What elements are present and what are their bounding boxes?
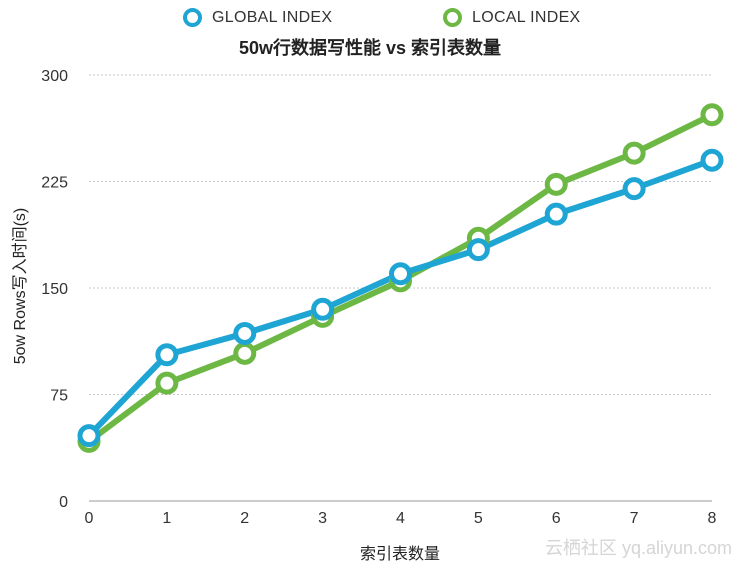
data-point-global [622,177,646,201]
x-tick-label: 6 [552,510,561,527]
data-point-global [311,297,335,321]
x-tick-label: 1 [162,510,171,527]
data-point-global [155,343,179,367]
legend-marker-local-icon [443,8,462,27]
data-point-local [622,141,646,165]
data-point-local [544,172,568,196]
legend-global-index: GLOBAL INDEX [183,8,332,27]
legend-label-local: LOCAL INDEX [472,8,581,26]
data-point-local [700,103,724,127]
data-point-global [77,424,101,448]
x-tick-label: 0 [85,510,94,527]
legend-local-index: LOCAL INDEX [443,8,581,27]
x-tick-label: 5 [474,510,483,527]
y-tick-label: 225 [41,175,68,192]
y-tick-label: 0 [59,494,68,511]
y-tick-label: 150 [41,281,68,298]
x-tick-label: 7 [630,510,639,527]
y-tick-label: 75 [50,388,68,405]
watermark: 云栖社区 yq.aliyun.com [544,538,732,558]
data-point-local [233,341,257,365]
legend-label-global: GLOBAL INDEX [212,8,333,26]
data-point-global [700,148,724,172]
data-point-global [389,262,412,286]
y-tick-label: 300 [41,68,68,85]
x-tick-label: 3 [318,510,327,527]
data-point-global [466,238,490,262]
data-point-global [233,321,257,345]
x-tick-label: 2 [240,510,249,527]
y-axis-label: 5ow Rows写入时间(s) [12,207,29,365]
x-tick-label: 8 [708,510,717,527]
data-point-local [155,371,179,395]
x-tick-label: 4 [396,510,405,527]
x-axis-label: 索引表数量 [359,546,440,563]
data-point-global [544,202,568,226]
chart-title: 50w行数据写性能 vs 索引表数量 [238,38,502,58]
legend-marker-global-icon [183,8,202,27]
